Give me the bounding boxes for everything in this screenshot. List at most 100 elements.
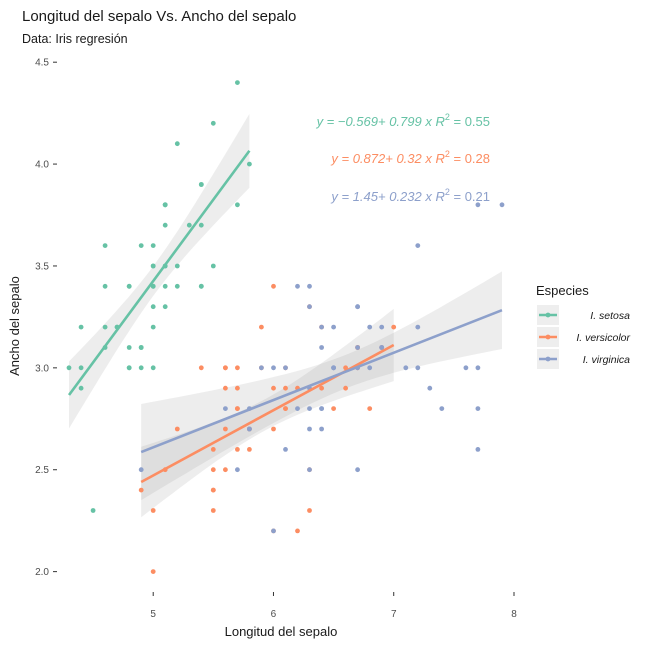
data-point xyxy=(319,345,324,350)
data-point xyxy=(319,406,324,411)
data-point xyxy=(307,508,312,513)
data-point xyxy=(174,263,180,269)
data-point xyxy=(162,222,168,228)
data-point xyxy=(259,324,264,330)
data-point xyxy=(379,345,385,350)
regression-equations: y = −0.569+ 0.799 x R2 = 0.55 y = 0.872+ … xyxy=(316,112,490,204)
data-point xyxy=(198,182,204,187)
data-point xyxy=(138,365,144,371)
x-axis-title: Longitud del sepalo xyxy=(225,624,338,639)
y-tick-label: 3.5 xyxy=(35,261,49,272)
legend-label: I. setosa xyxy=(590,310,630,322)
x-tick-label: 5 xyxy=(150,609,156,620)
data-point xyxy=(210,467,216,473)
data-point xyxy=(210,263,216,269)
data-point xyxy=(283,447,288,452)
regression-lines xyxy=(67,150,503,484)
data-point xyxy=(331,324,336,330)
x-tick-label: 8 xyxy=(511,609,517,620)
data-point xyxy=(235,365,240,371)
data-point xyxy=(102,324,108,330)
data-point xyxy=(66,365,72,371)
legend: Especies I. setosa I. versicolor I. virgin… xyxy=(536,283,630,369)
data-point xyxy=(271,283,276,289)
data-point xyxy=(210,487,216,493)
data-point xyxy=(162,304,168,310)
data-point xyxy=(162,202,168,208)
data-point xyxy=(235,385,240,391)
data-point xyxy=(307,467,312,473)
data-point xyxy=(78,385,84,391)
data-point xyxy=(150,569,156,574)
data-point xyxy=(126,345,132,350)
data-point xyxy=(174,426,180,432)
data-point xyxy=(415,324,421,330)
data-point xyxy=(475,447,481,452)
data-point xyxy=(150,263,156,269)
y-tick-label: 4.0 xyxy=(35,160,49,171)
y-tick-label: 2.0 xyxy=(35,567,49,578)
data-point xyxy=(150,324,156,330)
data-point xyxy=(223,385,228,391)
data-point xyxy=(475,365,481,371)
data-point xyxy=(271,426,276,432)
data-point xyxy=(319,426,324,432)
chart-title: Longitud del sepalo Vs. Ancho del sepalo xyxy=(22,8,296,25)
data-point xyxy=(355,345,360,350)
data-point xyxy=(307,406,312,411)
data-point xyxy=(150,365,156,371)
data-point xyxy=(235,202,240,208)
data-point xyxy=(78,365,84,371)
legend-title: Especies xyxy=(536,283,589,298)
data-point xyxy=(186,222,192,228)
data-point xyxy=(367,406,373,411)
chart-subtitle: Data: Iris regresión xyxy=(22,32,128,46)
legend-label: I. versicolor xyxy=(576,332,630,344)
regression-line xyxy=(140,343,395,484)
data-point xyxy=(499,202,505,208)
data-point xyxy=(427,385,433,391)
data-points xyxy=(66,80,505,574)
data-point xyxy=(331,406,336,411)
data-point xyxy=(331,365,336,371)
data-point xyxy=(102,243,108,249)
legend-key-point xyxy=(545,356,551,362)
data-point xyxy=(247,161,252,167)
data-point xyxy=(138,467,144,473)
data-point xyxy=(367,324,373,330)
data-point xyxy=(235,447,240,452)
data-point xyxy=(355,467,360,473)
data-point xyxy=(475,202,481,208)
data-point xyxy=(235,80,240,85)
data-point xyxy=(102,283,108,289)
data-point xyxy=(223,365,228,371)
data-point xyxy=(295,528,300,534)
regression-line xyxy=(67,150,251,396)
data-point xyxy=(126,283,132,289)
data-point xyxy=(307,426,312,432)
data-point xyxy=(235,406,240,411)
data-point xyxy=(283,406,288,411)
data-point xyxy=(355,304,360,310)
data-point xyxy=(271,385,276,391)
data-point xyxy=(223,406,228,411)
data-point xyxy=(271,528,276,534)
y-tick-label: 2.5 xyxy=(35,465,49,476)
data-point xyxy=(295,283,300,289)
regression-equation: y = 1.45+ 0.232 x R2 = 0.21 xyxy=(330,187,490,204)
legend-key-point xyxy=(545,334,551,340)
data-point xyxy=(126,365,132,371)
data-point xyxy=(198,222,204,228)
data-point xyxy=(162,283,168,289)
y-tick-label: 3.0 xyxy=(35,363,49,374)
data-point xyxy=(78,324,84,330)
y-axis-title: Ancho del sepalo xyxy=(7,276,22,376)
data-point xyxy=(259,365,264,371)
data-point xyxy=(198,283,204,289)
confidence-bands xyxy=(69,113,502,518)
data-point xyxy=(271,365,276,371)
data-point xyxy=(283,385,288,391)
data-point xyxy=(138,487,144,493)
data-point xyxy=(247,447,252,452)
